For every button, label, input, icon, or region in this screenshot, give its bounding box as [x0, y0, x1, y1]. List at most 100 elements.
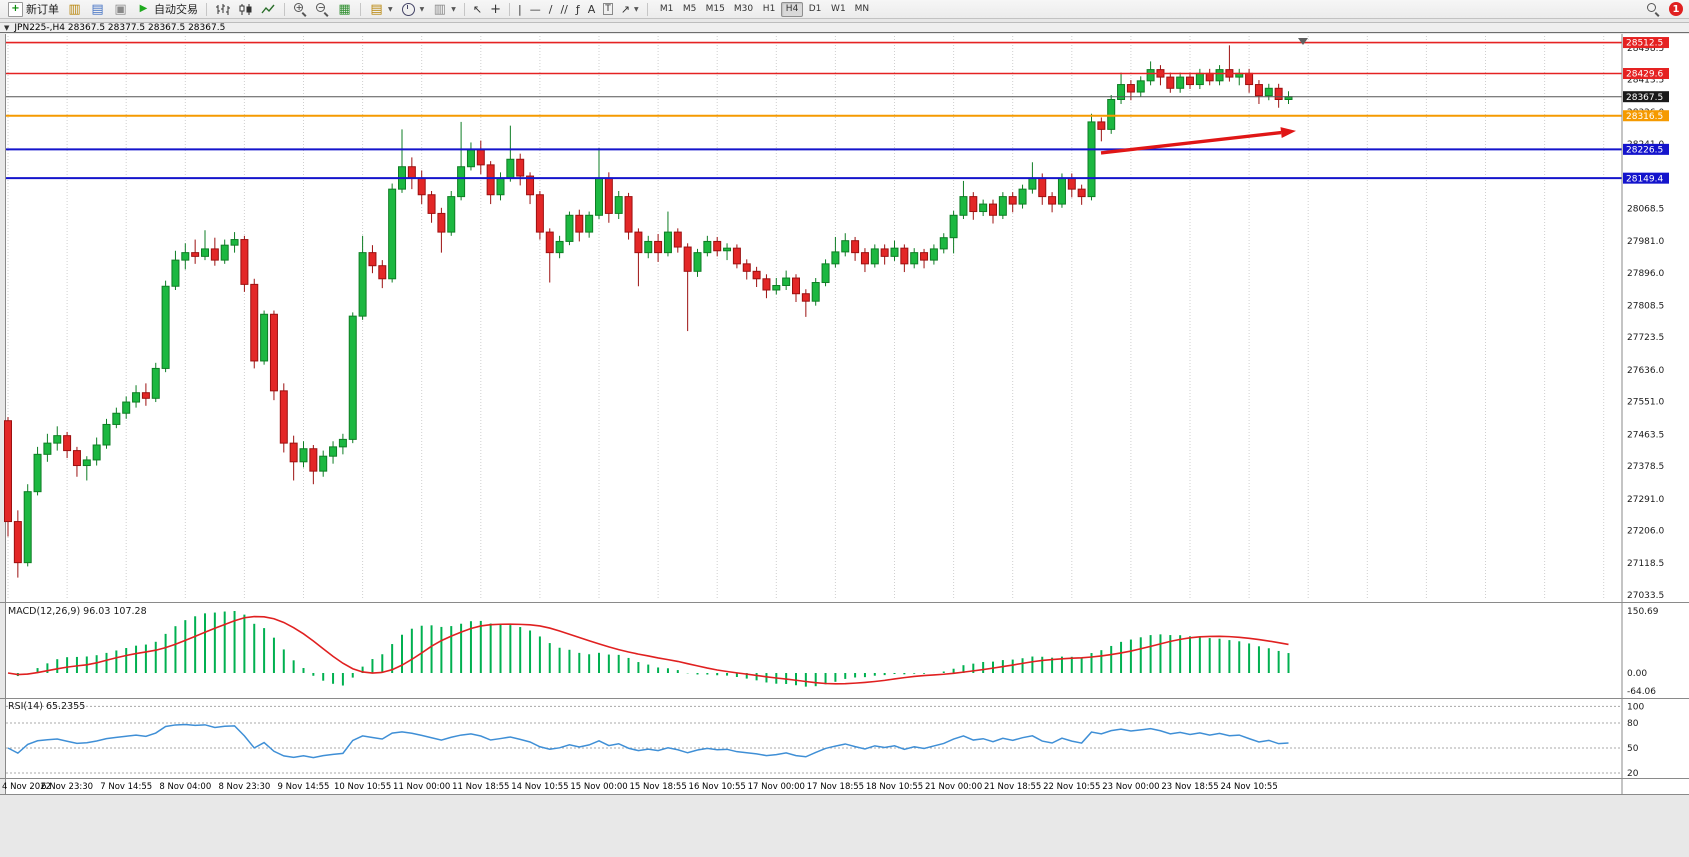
navigator-icon: ▣: [114, 1, 127, 17]
search-icon: [1646, 2, 1660, 16]
svg-text:50: 50: [1627, 744, 1639, 754]
chart-grid: [7, 36, 1605, 600]
chart-shift-marker-icon[interactable]: [1298, 38, 1308, 45]
trend-arrow-annotation[interactable]: [1100, 127, 1296, 155]
price-badge: [1623, 143, 1669, 155]
tile-windows-icon: ▦: [338, 1, 351, 17]
cursor-icon: ↖: [472, 2, 483, 16]
new-chart-button[interactable]: ▤ ▼: [365, 1, 397, 18]
svg-text:20: 20: [1627, 769, 1639, 779]
autotrading-play-icon: ▶: [139, 3, 148, 14]
ohlc-bars-icon: [216, 3, 230, 15]
new-order-button[interactable]: + 新订单: [4, 1, 63, 18]
toolbar-separator: [206, 2, 207, 16]
svg-text:28413.5: 28413.5: [1627, 76, 1664, 86]
svg-text:17 Nov 00:00: 17 Nov 00:00: [748, 782, 805, 792]
clock-icon: [401, 2, 415, 16]
timeframe-button-M5[interactable]: M5: [679, 2, 701, 17]
timeframe-button-D1[interactable]: D1: [804, 2, 826, 17]
svg-text:100: 100: [1627, 702, 1644, 712]
svg-text:17 Nov 18:55: 17 Nov 18:55: [807, 782, 864, 792]
navigator-button[interactable]: ▣: [109, 1, 132, 18]
price-badge: [1623, 91, 1669, 103]
zoom-in-icon: +: [293, 2, 307, 16]
svg-text:23 Nov 18:55: 23 Nov 18:55: [1161, 782, 1218, 792]
chart-menu-icon[interactable]: ▼: [4, 23, 10, 32]
market-watch-icon: ▤: [91, 1, 104, 17]
channel-icon: //: [560, 2, 568, 16]
svg-text:21 Nov 00:00: 21 Nov 00:00: [925, 782, 982, 792]
fibonacci-button[interactable]: ƒ: [572, 1, 584, 18]
timeframe-button-H1[interactable]: H1: [758, 2, 780, 17]
svg-text:4 Nov 2022: 4 Nov 2022: [2, 782, 51, 792]
arrow-tool-icon: ↗: [620, 2, 630, 16]
svg-text:27378.5: 27378.5: [1627, 462, 1664, 472]
svg-text:22 Nov 10:55: 22 Nov 10:55: [1043, 782, 1100, 792]
svg-text:10 Nov 10:55: 10 Nov 10:55: [334, 782, 391, 792]
zoom-out-button[interactable]: −: [311, 1, 333, 18]
zoom-out-icon: −: [315, 2, 329, 16]
new-order-icon: +: [8, 1, 23, 17]
crosshair-button[interactable]: +: [486, 1, 505, 18]
svg-text:-64.06: -64.06: [1627, 687, 1656, 697]
price-axis: 28498.528413.528326.028241.028153.528068…: [1627, 44, 1664, 601]
timeframe-button-MN[interactable]: MN: [851, 2, 874, 17]
arrows-button[interactable]: ↗ ▼: [617, 1, 643, 18]
ohlc-bars-button[interactable]: [211, 1, 234, 18]
toolbar-separator: [463, 2, 465, 16]
horizontal-line-button[interactable]: —: [526, 1, 545, 18]
market-watch-button[interactable]: ▤: [86, 1, 109, 18]
periods-button[interactable]: ▼: [397, 1, 429, 18]
charts-window-button[interactable]: ▥: [63, 1, 86, 18]
svg-text:14 Nov 10:55: 14 Nov 10:55: [511, 782, 568, 792]
svg-text:11 Nov 00:00: 11 Nov 00:00: [393, 782, 450, 792]
candlestick-chart-button[interactable]: [234, 1, 257, 18]
svg-text:150.69: 150.69: [1627, 607, 1659, 617]
svg-text:80: 80: [1627, 719, 1639, 729]
macd-panel: MACD(12,26,9) 96.03 107.28 150.69 0.00 -64.…: [7, 606, 1659, 697]
new-chart-icon: ▤: [370, 1, 383, 17]
svg-text:9 Nov 14:55: 9 Nov 14:55: [278, 782, 330, 792]
svg-text:27808.5: 27808.5: [1627, 301, 1664, 311]
timeframe-button-M1[interactable]: M1: [656, 2, 678, 17]
tile-windows-button[interactable]: ▦: [333, 1, 356, 18]
autotrading-button[interactable]: ▶ 自动交易: [132, 1, 202, 18]
search-button[interactable]: [1642, 1, 1664, 18]
timeframe-button-H4[interactable]: H4: [781, 1, 804, 17]
line-chart-button[interactable]: [257, 1, 280, 18]
cursor-button[interactable]: ↖: [469, 1, 486, 18]
horizontal-line-icon: —: [529, 2, 541, 16]
text-label-button[interactable]: T: [599, 1, 617, 18]
toolbar-separator: [509, 2, 510, 16]
notification-badge[interactable]: 1: [1669, 2, 1683, 16]
svg-text:0.00: 0.00: [1627, 669, 1647, 679]
svg-text:6 Nov 23:30: 6 Nov 23:30: [41, 782, 93, 792]
price-badge: [1623, 172, 1669, 184]
svg-text:24 Nov 10:55: 24 Nov 10:55: [1220, 782, 1277, 792]
svg-text:27291.0: 27291.0: [1627, 495, 1664, 505]
chart-window-icon: ▥: [68, 1, 81, 17]
svg-text:7 Nov 14:55: 7 Nov 14:55: [100, 782, 152, 792]
svg-text:28068.5: 28068.5: [1627, 204, 1664, 214]
vertical-line-button[interactable]: |: [514, 1, 526, 18]
chevron-down-icon: ▼: [388, 5, 393, 13]
trendline-button[interactable]: /: [545, 1, 557, 18]
fibonacci-icon: ƒ: [575, 2, 580, 16]
zoom-in-button[interactable]: +: [289, 1, 311, 18]
price-badges: 28512.5 28429.6 28367.5 28316.5 28226.5 28149…: [1623, 37, 1669, 184]
trendline-icon: /: [548, 2, 553, 16]
timeframe-group: M1 M5 M15 M30 H1 H4 D1 W1 MN: [656, 1, 874, 17]
svg-text:27896.0: 27896.0: [1627, 269, 1664, 279]
timeframe-button-W1[interactable]: W1: [827, 2, 850, 17]
new-order-label: 新订单: [26, 3, 59, 16]
templates-button[interactable]: ▥ ▼: [428, 1, 460, 18]
svg-text:MACD(12,26,9) 96.03 107.28: MACD(12,26,9) 96.03 107.28: [8, 606, 147, 617]
price-level-lines[interactable]: [6, 41, 1622, 180]
timeframe-button-M15[interactable]: M15: [702, 2, 729, 17]
channel-button[interactable]: //: [556, 1, 571, 18]
chevron-down-icon: ▼: [419, 5, 425, 13]
text-button[interactable]: A: [584, 1, 600, 18]
timeframe-button-M30[interactable]: M30: [730, 2, 757, 17]
